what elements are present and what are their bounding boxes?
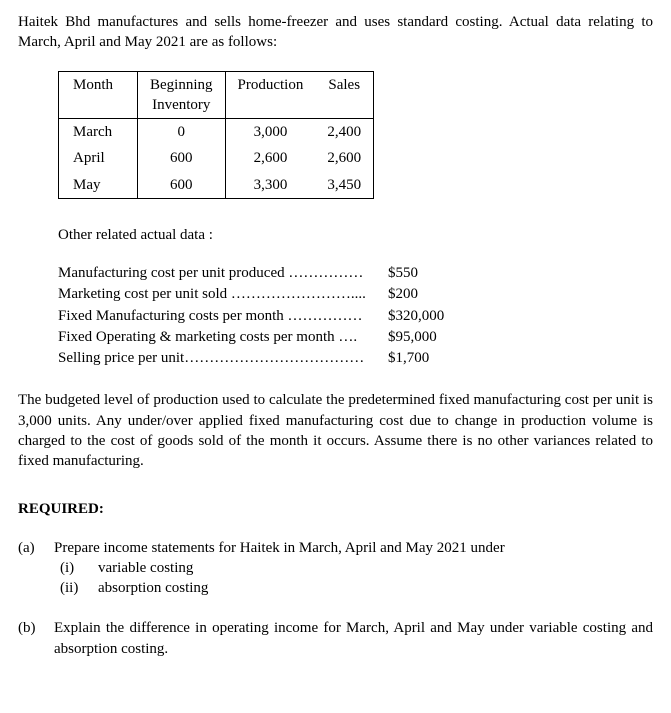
col-header-month: Month [59,71,138,119]
cost-value: $95,000 [388,327,437,347]
table-row: April 600 2,600 2,600 [59,145,374,171]
col-header-beginning-inventory: Beginning Inventory [138,71,226,119]
col-header-production: Production [225,71,315,119]
sub-text: variable costing [98,558,193,578]
budget-paragraph: The budgeted level of production used to… [18,390,653,471]
col-header-beginning: Beginning [150,77,213,93]
data-table-wrapper: Month Beginning Inventory Production Sal… [58,71,653,199]
sub-text: absorption costing [98,578,208,598]
cost-row: Fixed Operating & marketing costs per mo… [58,327,653,347]
cell-beg-inv: 600 [138,145,226,171]
cell-sales: 2,600 [315,145,373,171]
cost-label: Manufacturing cost per unit produced ………… [58,263,388,283]
req-a-sub-i: (i) variable costing [54,558,653,578]
cost-value: $320,000 [388,306,444,326]
cost-row: Fixed Manufacturing costs per month …………… [58,306,653,326]
other-data-heading: Other related actual data : [58,225,653,245]
required-heading: REQUIRED: [18,499,653,519]
cell-sales: 3,450 [315,172,373,199]
req-b-text: Explain the difference in operating inco… [54,618,653,659]
sub-num: (i) [54,558,98,578]
cell-month: May [59,172,138,199]
table-row: May 600 3,300 3,450 [59,172,374,199]
req-letter-a: (a) [18,538,54,599]
sub-num: (ii) [54,578,98,598]
req-a-text: Prepare income statements for Haitek in … [54,538,653,558]
cell-production: 3,000 [225,119,315,146]
requirement-b: (b) Explain the difference in operating … [18,618,653,659]
cost-label: Selling price per unit……………………………… [58,348,388,368]
cell-beg-inv: 0 [138,119,226,146]
intro-paragraph: Haitek Bhd manufactures and sells home-f… [18,12,653,53]
col-header-inventory: Inventory [152,97,210,113]
cost-list: Manufacturing cost per unit produced ………… [58,263,653,368]
cell-beg-inv: 600 [138,172,226,199]
cell-production: 3,300 [225,172,315,199]
cost-value: $200 [388,284,418,304]
cost-row: Selling price per unit……………………………… $1,70… [58,348,653,368]
requirement-a: (a) Prepare income statements for Haitek… [18,538,653,599]
cost-label: Marketing cost per unit sold ……………………...… [58,284,388,304]
cell-month: April [59,145,138,171]
cost-value: $550 [388,263,418,283]
cell-sales: 2,400 [315,119,373,146]
production-table: Month Beginning Inventory Production Sal… [58,71,374,199]
req-letter-b: (b) [18,618,54,659]
req-a-sub-ii: (ii) absorption costing [54,578,653,598]
cell-production: 2,600 [225,145,315,171]
col-header-sales: Sales [315,71,373,119]
cost-label: Fixed Operating & marketing costs per mo… [58,327,388,347]
cost-value: $1,700 [388,348,429,368]
cost-row: Manufacturing cost per unit produced ………… [58,263,653,283]
table-row: March 0 3,000 2,400 [59,119,374,146]
cost-row: Marketing cost per unit sold ……………………...… [58,284,653,304]
cost-label: Fixed Manufacturing costs per month …………… [58,306,388,326]
cell-month: March [59,119,138,146]
